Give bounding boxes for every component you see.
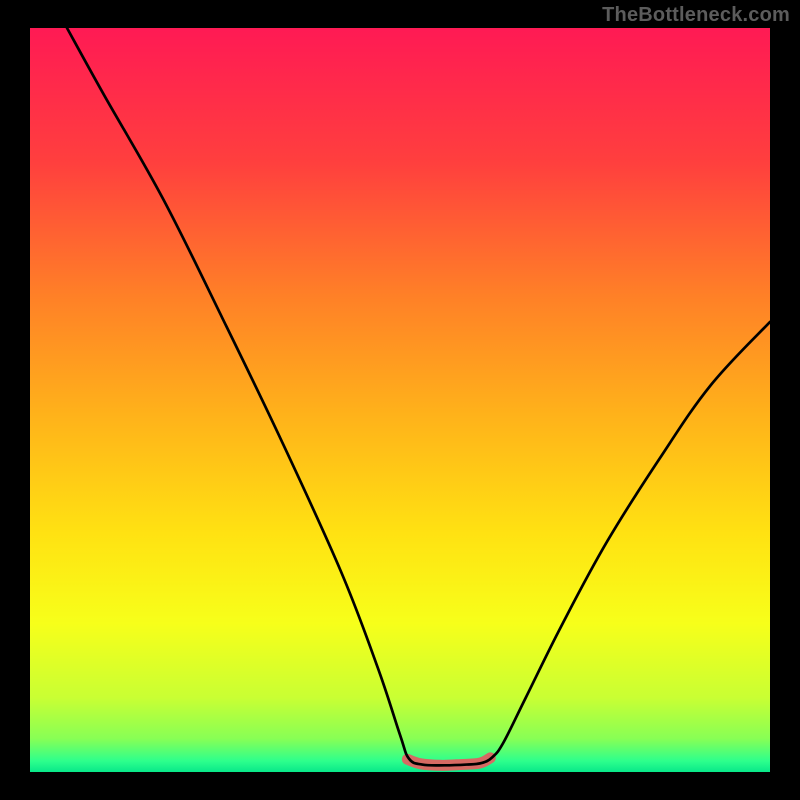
bottleneck-chart bbox=[30, 28, 770, 772]
gradient-background bbox=[30, 28, 770, 772]
chart-container: TheBottleneck.com bbox=[0, 0, 800, 800]
watermark-text: TheBottleneck.com bbox=[602, 4, 790, 27]
plot-wrap bbox=[30, 28, 770, 772]
